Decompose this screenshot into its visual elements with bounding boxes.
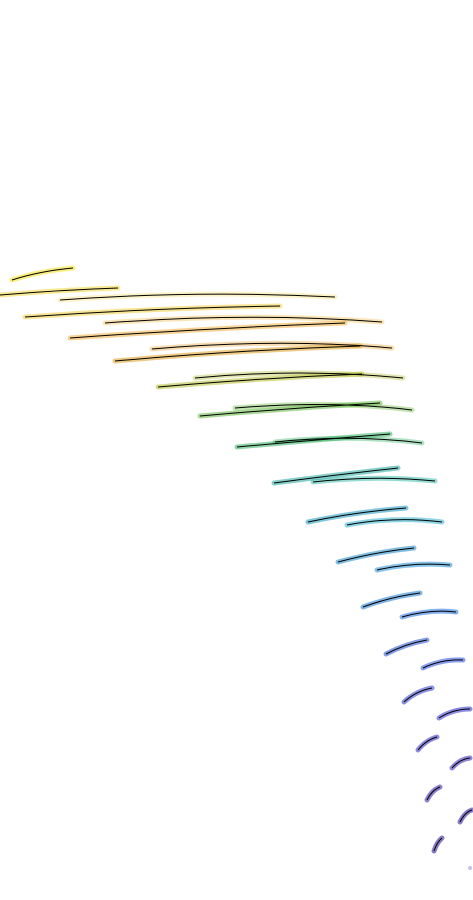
- line: [273, 467, 399, 484]
- line: [401, 610, 457, 618]
- stroke: [449, 755, 473, 771]
- line: [312, 477, 436, 483]
- line: [151, 342, 393, 350]
- line: [199, 402, 381, 417]
- line: [433, 837, 443, 852]
- line: [69, 322, 346, 339]
- line: [24, 305, 281, 318]
- line: [403, 687, 433, 703]
- line: [236, 433, 391, 448]
- stroke: [9, 265, 76, 283]
- dot: [468, 866, 472, 870]
- stroke: [335, 545, 417, 565]
- line: [438, 708, 471, 719]
- line: [194, 372, 404, 379]
- line: [362, 592, 421, 608]
- guide-lines: [0, 267, 473, 852]
- line: [104, 316, 383, 324]
- line: [426, 786, 441, 801]
- line: [422, 659, 464, 669]
- stroke: [67, 320, 348, 341]
- stroke: [436, 706, 473, 721]
- line: [337, 547, 415, 563]
- line: [114, 345, 361, 362]
- line: [157, 373, 363, 388]
- strokes: [0, 265, 473, 870]
- line: [307, 507, 407, 523]
- stroke: [424, 784, 443, 803]
- stroke: [401, 685, 435, 705]
- line: [346, 519, 443, 526]
- line: [274, 437, 423, 444]
- line: [417, 736, 438, 751]
- line: [59, 293, 336, 301]
- line: [376, 563, 451, 571]
- stroke: [360, 590, 423, 610]
- line: [11, 267, 74, 281]
- line: [451, 757, 471, 769]
- stroke: [383, 637, 430, 657]
- line: [234, 403, 413, 411]
- stroke: [415, 734, 440, 753]
- line: [385, 639, 428, 655]
- line: [459, 809, 473, 823]
- stroke: [457, 807, 473, 825]
- line: [0, 287, 119, 296]
